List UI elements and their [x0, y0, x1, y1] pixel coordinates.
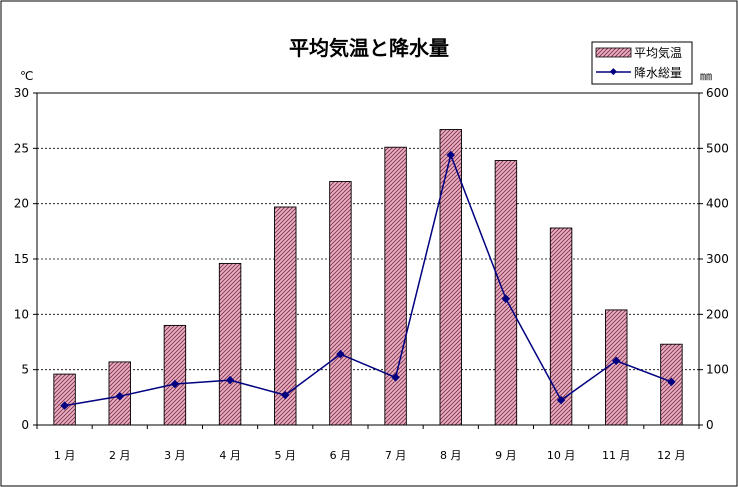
- x-tick-label: 9 月: [495, 449, 517, 462]
- x-tick-label: 2 月: [109, 449, 131, 462]
- precipitation-point: [336, 349, 345, 359]
- x-tick-label: 3 月: [164, 449, 186, 462]
- right-tick-label: 0: [706, 418, 714, 432]
- precipitation-point: [612, 356, 621, 366]
- left-tick-label: 5: [21, 363, 29, 377]
- x-tick-label: 4 月: [219, 449, 241, 462]
- precipitation-point: [556, 395, 566, 405]
- grid-lines: [36, 92, 700, 426]
- temperature-bar: [329, 181, 352, 426]
- left-tick-label: 15: [14, 252, 29, 266]
- precipitation-point: [501, 294, 511, 304]
- right-axis-unit: ㎜: [700, 69, 712, 83]
- right-tick-label: 500: [706, 141, 729, 155]
- legend-bar-label: 平均気温: [634, 45, 682, 60]
- left-tick-label: 20: [14, 197, 29, 211]
- precipitation-point: [446, 150, 455, 160]
- right-tick-label: 400: [706, 197, 729, 211]
- plot-area: [36, 92, 700, 426]
- precipitation-point: [281, 390, 290, 400]
- legend-bar-swatch: [595, 47, 632, 58]
- x-tick-label: 12 月: [657, 449, 686, 462]
- x-tick-label: 10 月: [547, 449, 576, 462]
- chart-title: 平均気温と降水量: [289, 36, 449, 60]
- left-axis-unit: ℃: [20, 69, 33, 83]
- left-tick-label: 30: [14, 86, 29, 100]
- temperature-bar: [163, 324, 187, 426]
- x-tick-label: 11 月: [602, 449, 631, 462]
- legend-line-label: 降水総量: [634, 66, 682, 80]
- temperature-bar: [53, 373, 76, 426]
- right-tick-label: 200: [706, 307, 729, 321]
- x-tick-label: 6 月: [330, 449, 352, 462]
- left-tick-label: 0: [21, 418, 29, 432]
- legend: 平均気温 降水総量: [591, 41, 693, 85]
- x-tick-label: 7 月: [385, 449, 407, 462]
- x-tick-label: 1 月: [54, 449, 76, 462]
- right-tick-label: 600: [706, 86, 729, 100]
- temperature-bar: [494, 160, 518, 426]
- precipitation-point: [391, 373, 400, 382]
- precipitation-line: [60, 150, 676, 410]
- temperature-bar: [605, 309, 628, 426]
- precipitation-point: [667, 377, 676, 387]
- temperature-bar: [384, 146, 407, 426]
- right-tick-label: 300: [706, 252, 729, 266]
- x-tick-label: 8 月: [440, 449, 462, 462]
- left-tick-label: 25: [14, 141, 29, 155]
- temperature-bars: [53, 129, 683, 426]
- temperature-bar: [218, 262, 242, 426]
- precipitation-point: [115, 391, 124, 401]
- precipitation-polyline: [64, 152, 672, 407]
- right-tick-label: 100: [706, 363, 729, 377]
- x-tick-label: 5 月: [275, 449, 297, 462]
- precipitation-point: [225, 375, 235, 385]
- precipitation-point: [170, 379, 180, 389]
- left-tick-label: 10: [14, 307, 29, 321]
